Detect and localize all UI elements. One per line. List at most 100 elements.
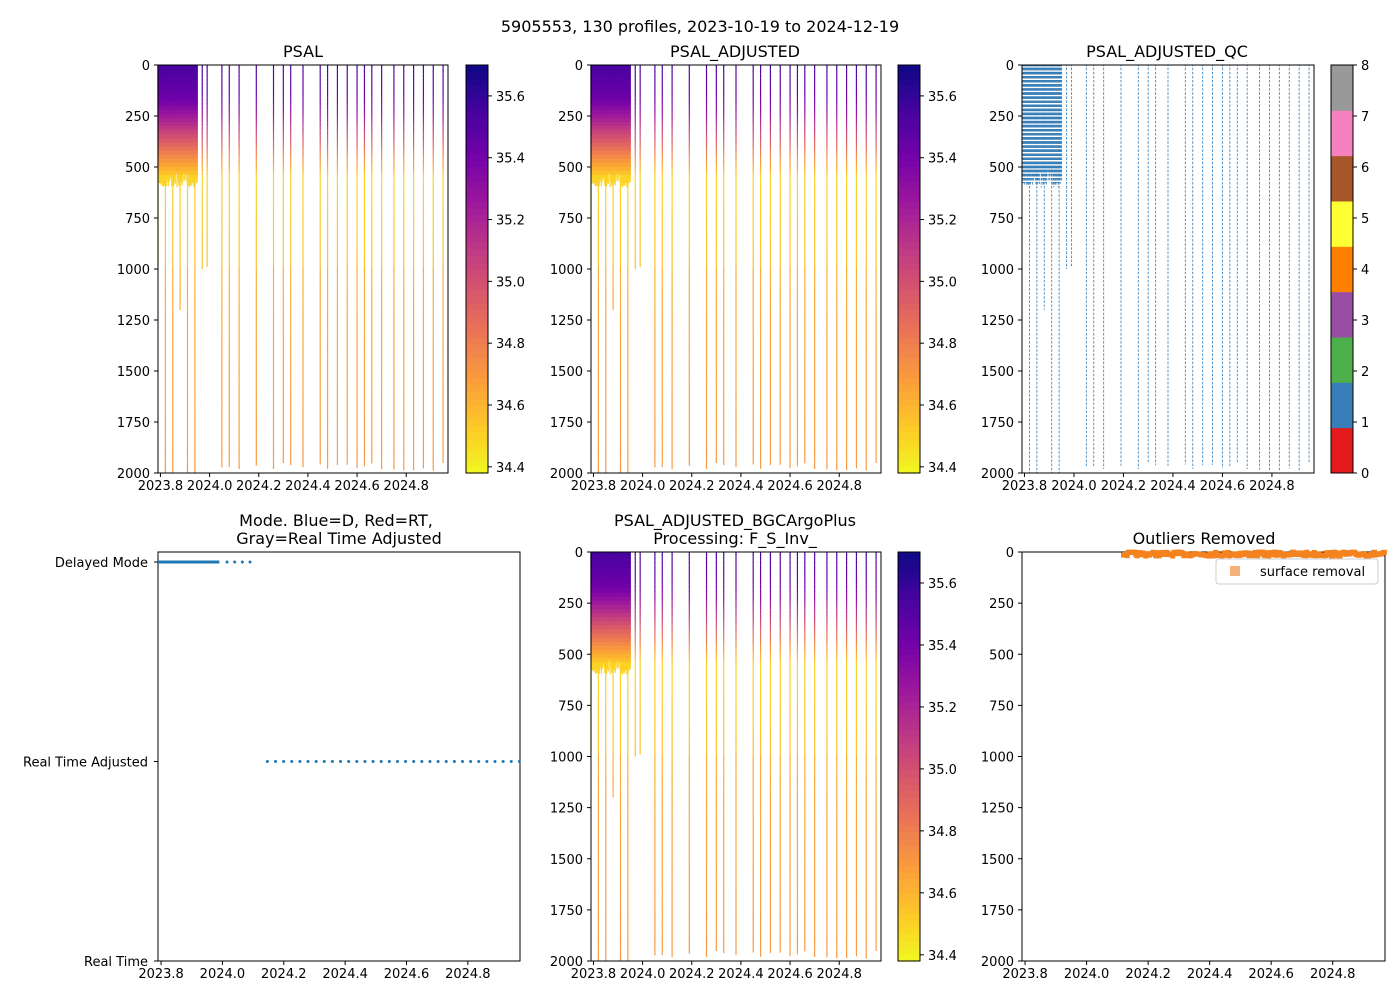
bgc-colorbar-label: 35.0 <box>928 763 957 778</box>
outliers-panel: 2023.8 2024.0 2024.2 2024.4 2024.6 2024.8 0 250… <box>981 546 1387 982</box>
bgc-colorbar-segment <box>898 592 920 601</box>
psal-colorbar-label: 34.8 <box>496 337 525 352</box>
mode-ytick-label: Real Time Adjusted <box>23 756 148 771</box>
psal-ytick-label: 1000 <box>117 263 150 278</box>
bgc-colorbar-segment <box>898 913 920 921</box>
bgc-colorbar-segment <box>898 892 920 901</box>
outliers-xtick-label: 2024.4 <box>1187 967 1233 982</box>
mode-point <box>225 560 229 564</box>
psal-colorbar-segment <box>466 405 488 413</box>
bgc-colorbar-segment <box>898 858 920 867</box>
psal_adjusted-colorbar-segment <box>898 316 920 324</box>
outliers-ytick-label: 2000 <box>981 955 1014 970</box>
psal-ytick-label: 2000 <box>117 467 150 482</box>
bgc-colorbar-segment <box>898 586 920 594</box>
psal-colorbar-segment <box>466 65 488 73</box>
bgc-colorbar-segment <box>898 729 920 737</box>
psal_adjusted-ytick-label: 1750 <box>550 416 583 431</box>
psal_adjusted-colorbar-segment <box>898 411 920 420</box>
legend-label: surface removal <box>1260 565 1365 580</box>
bgc-title-line2: Processing: F_S_Inv_ <box>653 529 818 549</box>
bgc-colorbar-segment <box>898 708 920 717</box>
mode-point <box>290 760 294 763</box>
psal_adjusted-colorbar-segment <box>898 350 920 358</box>
psal_adjusted-colorbar-label: 35.0 <box>928 275 957 290</box>
psal-colorbar-label: 34.6 <box>496 399 525 414</box>
psal_adjusted-ytick-label: 250 <box>558 110 583 125</box>
psal_adjusted-ytick-label: 2000 <box>550 467 583 482</box>
outliers-xtick-label: 2024.6 <box>1248 967 1294 982</box>
psal-colorbar-segment <box>466 452 488 460</box>
bgc-xtick-label: 2024.2 <box>669 967 715 982</box>
bgc-ytick-label: 1750 <box>550 904 583 919</box>
psal_adjusted-xtick-label: 2024.0 <box>620 479 666 494</box>
psal_adjusted-colorbar-label: 35.4 <box>928 152 957 167</box>
psal_adjusted-colorbar-segment <box>898 207 920 216</box>
psal-colorbar-segment <box>466 201 488 209</box>
mode-point <box>248 560 252 564</box>
bgc-colorbar-segment <box>898 920 920 928</box>
psal_adjusted_qc-ytick-label: 250 <box>989 110 1014 125</box>
bgc-colorbar-segment <box>898 565 920 574</box>
psal_adjusted-colorbar-segment <box>898 275 920 284</box>
psal_adjusted-colorbar-segment <box>898 289 920 297</box>
psal-colorbar-segment <box>466 187 488 195</box>
bgc-colorbar-segment <box>898 811 920 819</box>
psal-colorbar-segment <box>466 425 488 433</box>
outliers-ytick-label: 1250 <box>981 802 1014 817</box>
psal_adjusted-colorbar-segment <box>898 248 920 256</box>
psal_adjusted_qc-ytick-label: 1000 <box>981 263 1014 278</box>
psal-colorbar-segment <box>466 418 488 426</box>
psal-ytick-label: 1750 <box>117 416 150 431</box>
bgc-xtick-label: 2024.0 <box>620 967 666 982</box>
bgc-colorbar-label: 35.2 <box>928 701 957 716</box>
bgc-plot-border <box>590 551 882 962</box>
psal_adjusted-colorbar-segment <box>898 452 920 460</box>
bgc-colorbar-segment <box>898 640 920 649</box>
psal_adjusted-plot-border <box>590 64 882 474</box>
psal-colorbar-segment <box>466 255 488 263</box>
psal_adjusted_qc-colorbar-segment <box>1331 337 1353 383</box>
psal_adjusted_qc-colorbar-label: 8 <box>1361 59 1369 74</box>
psal_adjusted-colorbar-segment <box>898 65 920 73</box>
bgc-ytick-label: 1250 <box>550 802 583 817</box>
mode-point <box>509 760 513 763</box>
psal_adjusted-colorbar-segment <box>898 71 920 80</box>
psal_adjusted-colorbar-segment <box>898 187 920 195</box>
outlier-points <box>1121 549 1387 559</box>
mode-point <box>273 760 277 763</box>
bgc-colorbar-segment <box>898 906 920 914</box>
outliers-ytick-label: 750 <box>989 699 1014 714</box>
legend-swatch <box>1230 566 1240 576</box>
psal_adjusted-colorbar-segment <box>898 343 920 352</box>
bgc-colorbar-segment <box>898 940 920 948</box>
bgc-colorbar-segment <box>898 633 920 642</box>
psal-colorbar-segment <box>466 466 488 474</box>
bgc-colorbar-segment <box>898 620 920 628</box>
psal_adjusted-colorbar-segment <box>898 255 920 263</box>
psal-colorbar-segment <box>466 377 488 386</box>
psal_adjusted_qc-xtick-label: 2024.6 <box>1200 479 1246 494</box>
psal-colorbar-segment <box>466 112 488 120</box>
psal_adjusted-colorbar-segment <box>898 405 920 413</box>
bgc-colorbar-segment <box>898 947 920 955</box>
psal-ytick-label: 250 <box>125 110 150 125</box>
psal_adjusted_qc-xtick-label: 2024.0 <box>1051 479 1097 494</box>
bgc-ytick-label: 750 <box>558 699 583 714</box>
psal-colorbar-segment <box>466 371 488 379</box>
mode-point <box>379 760 383 763</box>
psal-colorbar-segment <box>466 221 488 229</box>
psal-colorbar-segment <box>466 207 488 216</box>
psal_adjusted_qc-colorbar-label: 4 <box>1361 263 1369 278</box>
psal-colorbar-segment <box>466 99 488 107</box>
bgc-colorbar-label: 34.4 <box>928 949 957 964</box>
bgc-colorbar-segment <box>898 845 920 853</box>
mode-xtick-label: 2024.2 <box>261 967 307 982</box>
psal-ytick-label: 750 <box>125 212 150 227</box>
psal_adjusted-colorbar-segment <box>898 357 920 365</box>
psal-colorbar-segment <box>466 275 488 284</box>
mode-point <box>233 560 237 564</box>
mode-point <box>347 760 351 763</box>
mode-point <box>282 760 286 763</box>
psal-colorbar-segment <box>466 445 488 454</box>
